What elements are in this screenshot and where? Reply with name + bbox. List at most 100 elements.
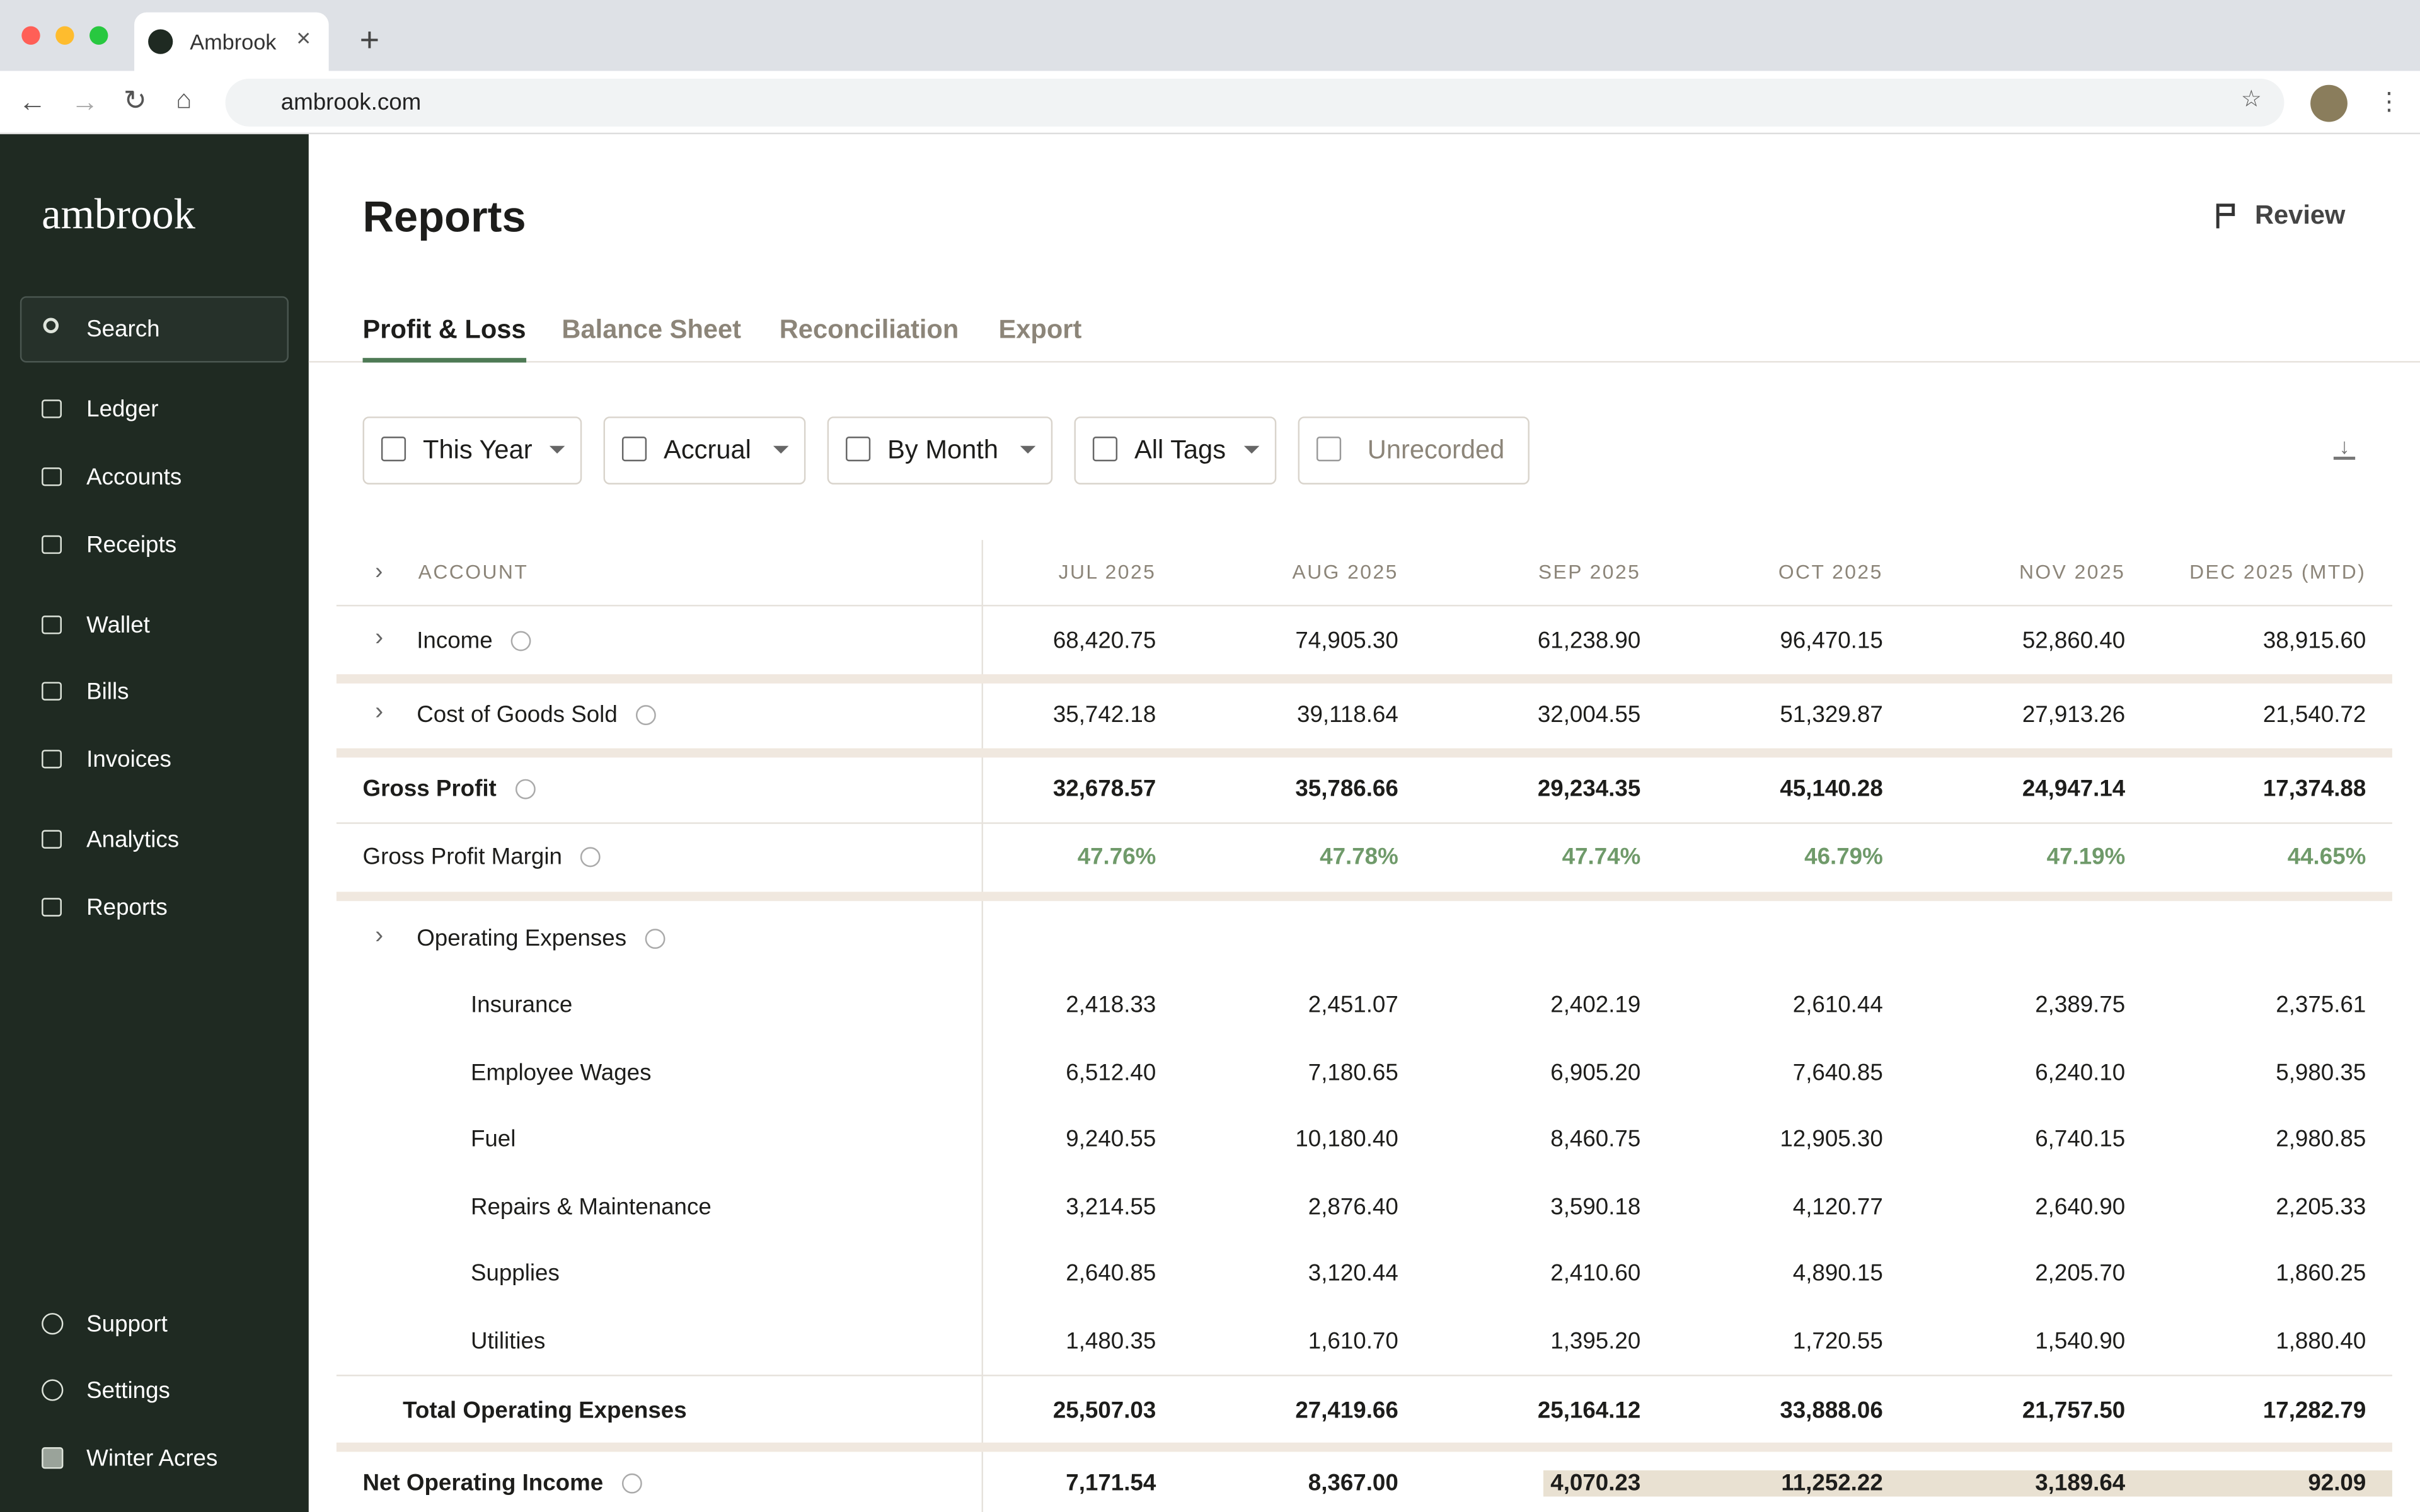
cell-value: 3,189.64 xyxy=(2035,1469,2126,1496)
nav-item[interactable]: Reports xyxy=(86,894,168,920)
cell-value: 25,164.12 xyxy=(1537,1397,1641,1424)
chevron[interactable]: › xyxy=(375,922,384,949)
filter-icon xyxy=(381,437,406,462)
cell-value: 35,786.66 xyxy=(1295,775,1398,802)
nav-item[interactable]: Settings xyxy=(86,1377,170,1404)
cell-value: 4,070.23 xyxy=(1550,1469,1641,1496)
bookmark-star[interactable]: ☆ xyxy=(2240,86,2262,113)
account-name: Cost of Goods Sold xyxy=(417,701,618,728)
section-separator xyxy=(336,1442,2392,1452)
cell-value: 47.78% xyxy=(1320,843,1398,870)
info-icon[interactable] xyxy=(645,928,666,948)
filter-dropdown[interactable] xyxy=(603,416,806,484)
download-button[interactable]: ↓ xyxy=(2333,435,2356,460)
url: ambrook.com xyxy=(280,88,422,115)
nav-item[interactable]: Ledger xyxy=(86,396,159,422)
column-header: SEP 2025 xyxy=(1538,559,1641,583)
review-button[interactable]: Review xyxy=(2254,200,2346,230)
filter-dropdown[interactable] xyxy=(362,416,582,484)
cell-value: 6,905.20 xyxy=(1550,1059,1641,1085)
row-label[interactable]: Income xyxy=(417,625,531,656)
nav-item[interactable]: Accounts xyxy=(86,463,182,490)
row-label: Utilities xyxy=(471,1326,545,1356)
info-icon[interactable] xyxy=(580,846,601,867)
report-tab[interactable]: Reconciliation xyxy=(779,314,959,345)
close-button[interactable] xyxy=(21,26,40,45)
nav-item[interactable]: Support xyxy=(86,1310,168,1337)
section-separator xyxy=(336,748,2392,758)
cell-value: 96,470.15 xyxy=(1780,627,1883,654)
section-separator xyxy=(336,891,2392,902)
menu-button[interactable]: ⋮ xyxy=(2377,89,2402,116)
back-button[interactable]: ← xyxy=(18,86,47,118)
cell-value: 6,740.15 xyxy=(2035,1125,2126,1152)
nav-item[interactable]: Receipts xyxy=(86,531,177,558)
cell-value: 1,610.70 xyxy=(1308,1327,1398,1354)
account-name: Gross Profit xyxy=(362,775,497,802)
cell-value: 1,860.25 xyxy=(2276,1259,2366,1286)
caret xyxy=(1243,445,1260,454)
reload-button[interactable]: ↻ xyxy=(123,84,147,116)
cell-value: 7,171.54 xyxy=(1066,1469,1156,1496)
filter-dropdown[interactable] xyxy=(1298,416,1530,484)
cell-value: 2,451.07 xyxy=(1308,991,1398,1018)
column-header: AUG 2025 xyxy=(1292,559,1398,583)
logo[interactable]: ambrook xyxy=(42,191,195,239)
account-name: Utilities xyxy=(470,1327,546,1354)
row-label: Net Operating Income xyxy=(363,1467,642,1498)
cell-value: 29,234.35 xyxy=(1537,775,1641,802)
filter-icon xyxy=(1316,437,1342,462)
cell-value: 92.09 xyxy=(2308,1469,2366,1496)
new-tab[interactable]: + xyxy=(359,20,380,59)
cell-value: 47.19% xyxy=(2046,843,2126,870)
info-icon[interactable] xyxy=(515,778,536,799)
nav-item[interactable]: Bills xyxy=(86,678,129,704)
address-bar[interactable] xyxy=(225,78,2285,127)
filter-label: Unrecorded xyxy=(1367,435,1505,465)
tab-close[interactable]: × xyxy=(296,26,311,53)
flag-icon xyxy=(2216,203,2220,229)
tab-strip xyxy=(0,0,2420,71)
info-icon[interactable] xyxy=(636,704,657,724)
search-box[interactable] xyxy=(20,296,289,363)
flag-icon xyxy=(2219,203,2235,216)
filter-dropdown[interactable] xyxy=(827,416,1053,484)
column-header: OCT 2025 xyxy=(1778,559,1883,583)
cell-value: 32,678.57 xyxy=(1052,775,1156,802)
report-tab[interactable]: Balance Sheet xyxy=(562,314,742,345)
report-tab[interactable]: Profit & Loss xyxy=(362,314,526,345)
account-name: Net Operating Income xyxy=(362,1469,604,1496)
column-header: JUL 2025 xyxy=(1058,559,1156,583)
filter-label: Accrual xyxy=(664,435,751,465)
row-label[interactable]: Operating Expenses xyxy=(417,922,666,953)
cell-value: 2,205.70 xyxy=(2035,1259,2126,1286)
cell-value: 10,180.40 xyxy=(1295,1125,1398,1152)
nav-item[interactable]: Analytics xyxy=(86,826,180,853)
caret xyxy=(1020,445,1036,454)
nav-icon xyxy=(42,1313,64,1335)
info-icon[interactable] xyxy=(511,630,531,651)
cell-value: 6,512.40 xyxy=(1066,1059,1156,1085)
filter-dropdown[interactable] xyxy=(1074,416,1277,484)
report-tab[interactable]: Export xyxy=(998,314,1082,345)
cell-value: 17,282.79 xyxy=(2262,1397,2366,1424)
profile-avatar[interactable] xyxy=(2310,84,2348,122)
maximize-button[interactable] xyxy=(89,26,108,45)
cell-value: 7,180.65 xyxy=(1308,1059,1398,1085)
forward-button[interactable]: → xyxy=(71,86,99,118)
nav-icon xyxy=(42,399,62,418)
chevron[interactable]: › xyxy=(375,624,384,651)
filter-label: By Month xyxy=(887,435,999,465)
row-label[interactable]: Cost of Goods Sold xyxy=(417,699,657,730)
cell-value: 6,240.10 xyxy=(2035,1059,2126,1085)
minimize-button[interactable] xyxy=(55,26,74,45)
section-separator xyxy=(336,674,2392,684)
nav-icon xyxy=(42,898,62,917)
nav-item[interactable]: Invoices xyxy=(86,746,171,772)
nav-item[interactable]: Wallet xyxy=(86,612,150,638)
home-button[interactable]: ⌂ xyxy=(176,84,192,115)
chevron[interactable]: › xyxy=(375,699,384,726)
filter-label: This Year xyxy=(423,435,533,465)
nav-item[interactable]: Winter Acres xyxy=(86,1445,218,1472)
info-icon[interactable] xyxy=(621,1472,642,1493)
